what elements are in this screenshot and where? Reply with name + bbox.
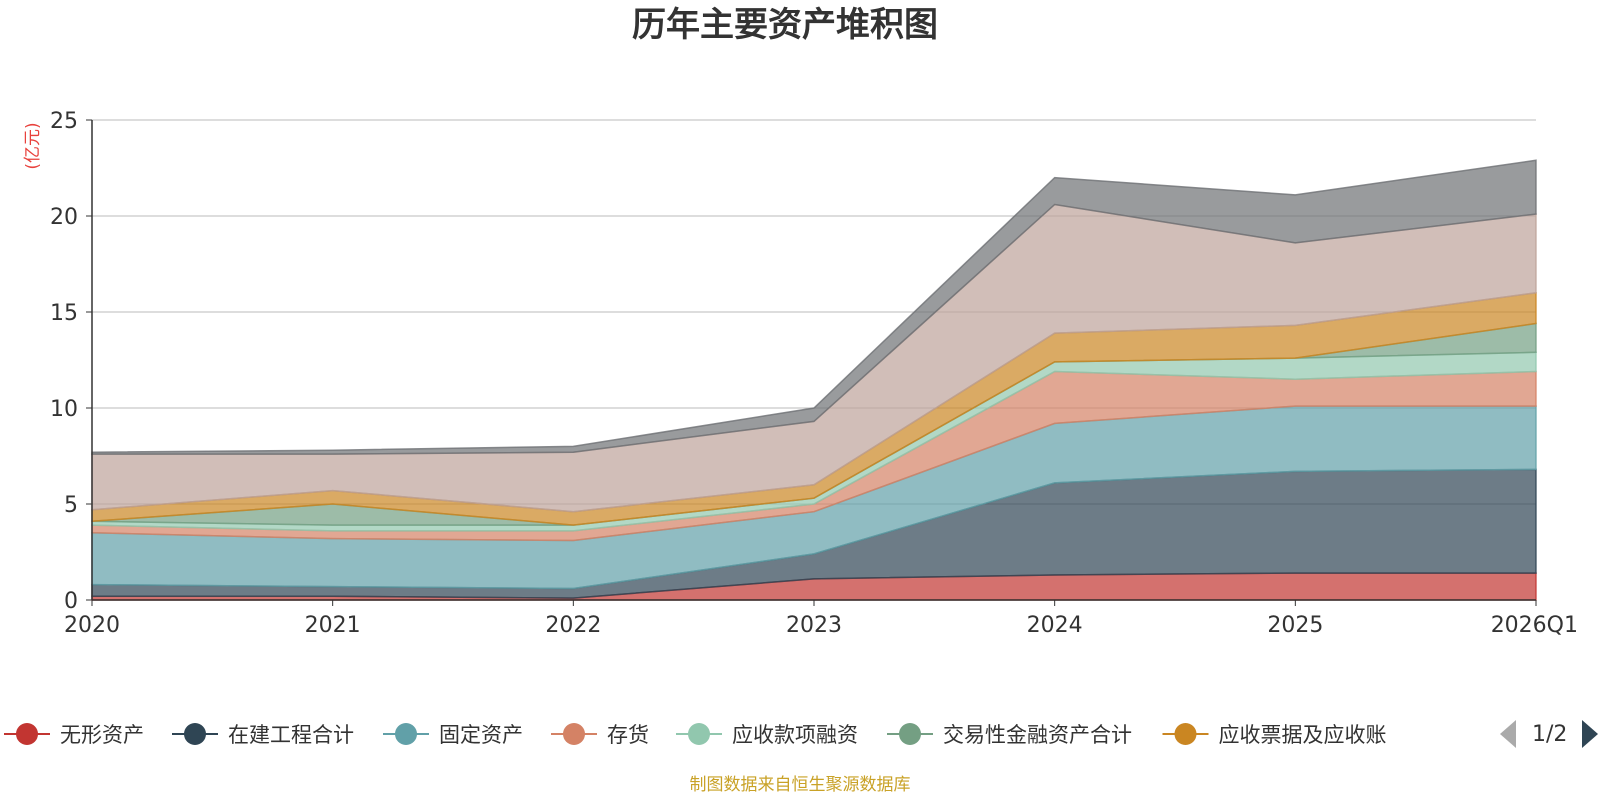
y-tick-label: 0 [64, 589, 78, 614]
y-tick-label: 10 [50, 397, 78, 422]
legend-item[interactable]: 应收款项融资 [676, 723, 858, 747]
x-tick-label: 2024 [1027, 613, 1083, 638]
y-axis-unit: (亿元) [23, 122, 43, 169]
legend-prev-icon[interactable] [1500, 720, 1516, 748]
legend-marker [563, 723, 585, 745]
legend-marker [16, 723, 38, 745]
legend-label: 无形资产 [60, 723, 144, 747]
legend-label: 交易性金融资产合计 [943, 723, 1132, 747]
y-tick-label: 20 [50, 205, 78, 230]
legend-marker [395, 723, 417, 745]
y-tick-label: 25 [50, 109, 78, 134]
source-note: 制图数据来自恒生聚源数据库 [690, 775, 911, 795]
y-tick-label: 5 [64, 493, 78, 518]
legend-item[interactable]: 交易性金融资产合计 [887, 723, 1132, 747]
legend-marker [184, 723, 206, 745]
legend-label: 固定资产 [439, 723, 523, 747]
axes [91, 120, 1537, 606]
x-tick-label: 2022 [545, 613, 601, 638]
x-tick-label: 2023 [786, 613, 842, 638]
legend-item[interactable]: 固定资产 [383, 723, 523, 747]
legend-item[interactable]: 无形资产 [4, 723, 144, 747]
y-tick-labels: 0 5 10 15 20 25 [50, 109, 78, 614]
legend-marker [688, 723, 710, 745]
x-tick-labels: 2020 2021 2022 2023 2024 2025 2026Q1 [64, 613, 1578, 638]
chart-title: 历年主要资产堆积图 [632, 5, 938, 45]
legend-page-indicator: 1/2 [1532, 722, 1567, 747]
legend-label: 应收款项融资 [732, 723, 858, 747]
legend-label: 应收票据及应收账 [1219, 723, 1387, 747]
legend-pager: 1/2 [1500, 720, 1598, 748]
legend-next-icon[interactable] [1582, 720, 1598, 748]
x-tick-label: 2025 [1267, 613, 1323, 638]
legend: 无形资产 在建工程合计 固定资产 存货 应收款项融资 交易性金融资产合计 应收票据及应收账 [4, 723, 1387, 747]
legend-item[interactable]: 存货 [551, 723, 649, 747]
y-tick-label: 15 [50, 301, 78, 326]
legend-item[interactable]: 在建工程合计 [172, 723, 354, 747]
legend-label: 在建工程合计 [228, 723, 354, 747]
x-tick-label: 2020 [64, 613, 120, 638]
x-tick-label: 2021 [305, 613, 361, 638]
legend-marker [1174, 723, 1197, 745]
legend-marker [899, 723, 921, 745]
area-其他2 [91, 159, 1537, 455]
legend-label: 存货 [607, 723, 649, 747]
legend-item[interactable]: 应收票据及应收账 [1162, 723, 1387, 747]
area-series [91, 159, 1537, 601]
x-tick-label: 2026Q1 [1491, 613, 1578, 638]
